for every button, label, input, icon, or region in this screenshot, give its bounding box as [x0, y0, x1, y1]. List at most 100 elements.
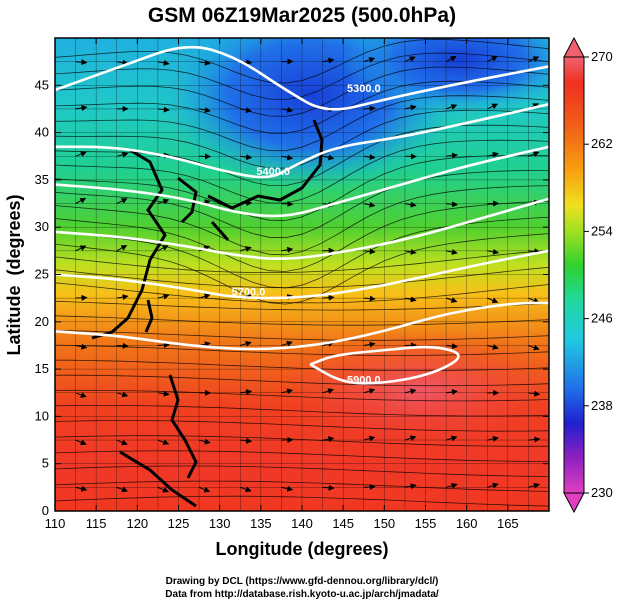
colorbar-tick-label: 262 — [591, 136, 613, 151]
y-tick-label: 0 — [42, 503, 49, 518]
y-axis: 0 5 10 15 20 25 30 35 40 45 — [35, 77, 549, 518]
wind-arrow — [116, 198, 128, 205]
wind-arrow — [487, 103, 499, 110]
wind-arrow — [75, 197, 87, 205]
y-tick-label: 20 — [35, 314, 49, 329]
wind-arrow — [75, 439, 87, 446]
wind-arrow — [445, 297, 458, 303]
wind-arrow — [445, 482, 458, 489]
wind-arrow — [199, 59, 211, 66]
wind-arrow — [240, 246, 252, 252]
wind-arrow — [116, 245, 128, 252]
wind-arrow — [363, 154, 376, 161]
wind-arrow — [240, 107, 252, 114]
y-tick-label: 15 — [35, 361, 49, 376]
height-contours: 5300.0 5400.0 5700.0 5900.0 — [55, 45, 549, 386]
warm-region — [270, 330, 549, 450]
wind-arrow — [528, 151, 540, 157]
x-tick-label: 130 — [209, 516, 231, 531]
y-tick-label: 10 — [35, 408, 49, 423]
y-axis-label: Latitude (degrees) — [4, 194, 24, 355]
wind-arrow — [157, 293, 170, 300]
wind-arrow — [240, 340, 252, 347]
y-tick-label: 5 — [42, 456, 49, 471]
wind-arrow — [528, 482, 540, 489]
contour-5600 — [55, 197, 549, 261]
wind-arrow — [157, 439, 170, 445]
x-tick-label: 120 — [126, 516, 148, 531]
credit-data: Data from http://database.rish.kyoto-u.a… — [165, 589, 439, 600]
wind-arrow — [404, 296, 417, 303]
colorbar-upper-cap — [563, 36, 585, 58]
x-tick-label: 135 — [250, 516, 272, 531]
contour-5400 — [55, 102, 549, 179]
wind-arrow — [198, 293, 211, 300]
wind-arrow — [528, 344, 540, 351]
wind-arrow — [198, 486, 211, 493]
wind-arrow — [240, 486, 252, 493]
grid — [55, 38, 549, 511]
colorbar: 230 238 246 254 262 270 — [563, 36, 613, 514]
wind-arrow — [75, 245, 87, 252]
x-tick-label: 155 — [415, 516, 437, 531]
contour-5500 — [55, 145, 549, 218]
wind-arrow — [487, 482, 499, 489]
wind-arrow — [487, 343, 499, 350]
x-axis: 110 115 120 125 130 135 140 145 150 155 160 165 — [45, 38, 519, 531]
wind-arrow — [404, 104, 417, 111]
colorbar-tick-label: 230 — [591, 485, 613, 500]
wind-arrow — [445, 104, 458, 110]
wind-arrow — [322, 388, 335, 394]
x-tick-label: 110 — [45, 516, 66, 531]
contour-label: 5300.0 — [347, 83, 381, 95]
wind-arrow — [487, 297, 499, 304]
wind-arrow — [75, 392, 87, 398]
y-tick-label: 30 — [35, 219, 49, 234]
colorbar-tick-label: 238 — [591, 398, 613, 413]
wind-arrow — [75, 485, 88, 492]
wind-arrow — [116, 486, 129, 493]
wind-arrow — [157, 390, 170, 397]
wind-arrow — [445, 56, 457, 63]
wind-arrow — [363, 435, 376, 442]
x-tick-label: 125 — [168, 516, 190, 531]
colorbar-scale — [563, 56, 585, 494]
wind-arrow — [281, 246, 294, 253]
contour-label: 5900.0 — [347, 374, 381, 386]
plot-area: 5300.0 5400.0 5700.0 5900.0 — [55, 38, 549, 511]
wind-arrow — [240, 154, 253, 161]
y-tick-label: 40 — [35, 125, 49, 140]
wind-arrow — [75, 151, 87, 157]
wind-arrow — [445, 435, 458, 442]
wind-arrow — [116, 59, 129, 66]
wind-arrow — [528, 56, 540, 63]
wind-arrow — [198, 438, 211, 445]
wind-arrow — [446, 249, 458, 255]
wind-arrow — [157, 198, 170, 205]
y-tick-label: 45 — [35, 77, 49, 92]
x-tick-label: 145 — [332, 516, 354, 531]
wind-arrow — [157, 245, 169, 252]
wind-arrow — [363, 388, 376, 394]
x-tick-label: 140 — [291, 516, 313, 531]
wind-arrow — [487, 435, 499, 442]
wind-arrow — [322, 57, 335, 64]
wind-arrow — [281, 485, 294, 492]
wind-arrow — [487, 55, 498, 63]
wind-arrow — [157, 486, 170, 493]
wind-arrow — [404, 56, 416, 63]
contour-5300 — [55, 45, 549, 111]
wind-arrow — [75, 343, 88, 350]
wind-arrow — [116, 151, 129, 158]
chart-title: GSM 06Z19Mar2025 (500.0hPa) — [148, 4, 456, 27]
wind-arrow — [404, 483, 417, 490]
wind-arrow — [404, 201, 417, 208]
wind-arrow — [487, 151, 499, 158]
colorbar-ticks: 230 238 246 254 262 270 — [584, 49, 613, 500]
y-tick-label: 35 — [35, 172, 49, 187]
contour-5900 — [309, 345, 460, 385]
wind-arrow — [404, 248, 417, 255]
x-tick-label: 115 — [86, 516, 107, 531]
wind-arrow — [322, 154, 335, 161]
credit-drawing: Drawing by DCL (https://www.gfd-dennou.o… — [166, 576, 439, 587]
